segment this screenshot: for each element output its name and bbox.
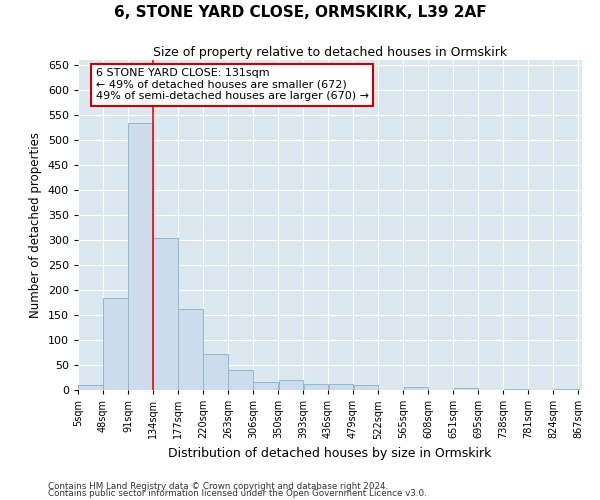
Text: 6, STONE YARD CLOSE, ORMSKIRK, L39 2AF: 6, STONE YARD CLOSE, ORMSKIRK, L39 2AF [113, 5, 487, 20]
Bar [178, 308, 203, 390]
Bar [353, 385, 379, 390]
Bar [153, 238, 178, 390]
Text: Contains public sector information licensed under the Open Government Licence v3: Contains public sector information licen… [48, 490, 427, 498]
Title: Size of property relative to detached houses in Ormskirk: Size of property relative to detached ho… [153, 46, 507, 59]
Bar [554, 389, 579, 390]
X-axis label: Distribution of detached houses by size in Ormskirk: Distribution of detached houses by size … [169, 447, 491, 460]
Text: 6 STONE YARD CLOSE: 131sqm
← 49% of detached houses are smaller (672)
49% of sem: 6 STONE YARD CLOSE: 131sqm ← 49% of deta… [95, 68, 368, 102]
Bar [228, 370, 253, 390]
Bar [504, 389, 529, 390]
Bar [203, 354, 228, 390]
Y-axis label: Number of detached properties: Number of detached properties [29, 132, 42, 318]
Bar [304, 384, 328, 390]
Bar [404, 386, 428, 390]
Bar [329, 384, 353, 390]
Bar [78, 385, 103, 390]
Bar [253, 382, 278, 390]
Bar [278, 380, 304, 390]
Bar [128, 122, 153, 390]
Bar [454, 388, 478, 390]
Bar [103, 298, 128, 390]
Text: Contains HM Land Registry data © Crown copyright and database right 2024.: Contains HM Land Registry data © Crown c… [48, 482, 388, 491]
